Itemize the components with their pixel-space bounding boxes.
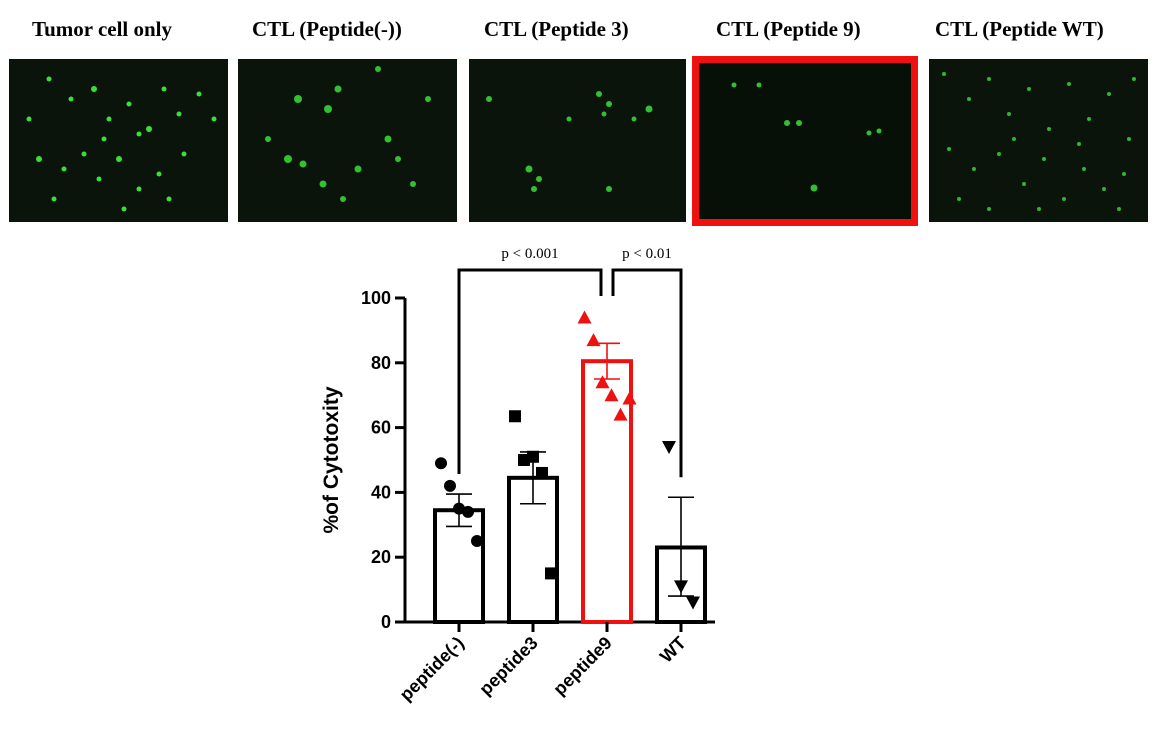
panel-title-peptide-neg: CTL (Peptide(-)) bbox=[252, 17, 402, 41]
x-tick-label: peptide9 bbox=[549, 633, 615, 699]
data-point-circle bbox=[471, 535, 483, 547]
micrograph-tumor-only bbox=[9, 59, 228, 222]
significance-label: p < 0.01 bbox=[622, 246, 672, 262]
y-tick-label: 60 bbox=[371, 418, 391, 438]
data-point-circle bbox=[435, 457, 447, 470]
panel-title-peptide3: CTL (Peptide 3) bbox=[484, 17, 629, 41]
data-point-triangle-down bbox=[662, 441, 676, 455]
micrograph-peptide9 bbox=[692, 56, 918, 226]
significance-label: p < 0.001 bbox=[501, 246, 558, 262]
micrograph-peptide-wt-cells bbox=[942, 72, 1136, 211]
data-point-square bbox=[527, 450, 539, 463]
x-tick-label: peptide3 bbox=[475, 633, 541, 699]
y-axis-title: %of Cytotoxity bbox=[320, 386, 343, 533]
data-point-triangle-down bbox=[674, 580, 688, 594]
micrograph-peptide9-cells bbox=[731, 82, 882, 192]
data-point-triangle-up bbox=[577, 310, 592, 324]
panel-title-peptide9: CTL (Peptide 9) bbox=[716, 17, 861, 41]
micrograph-peptide-neg bbox=[238, 59, 457, 222]
y-tick-label: 40 bbox=[371, 482, 391, 502]
data-point-triangle-up bbox=[622, 391, 637, 405]
data-point-triangle-down bbox=[686, 596, 700, 610]
data-point-triangle-up bbox=[595, 375, 610, 389]
data-point-circle bbox=[444, 479, 456, 492]
significance-bracket bbox=[611, 268, 683, 478]
data-point-triangle-up bbox=[604, 388, 619, 402]
significance-bracket bbox=[457, 268, 603, 475]
y-tick-label: 20 bbox=[371, 547, 391, 567]
micrograph-peptide-neg-cells bbox=[265, 66, 431, 202]
data-point-square bbox=[536, 466, 548, 479]
y-tick-label: 80 bbox=[371, 353, 391, 373]
data-point-triangle-up bbox=[586, 333, 601, 347]
data-point-square bbox=[509, 410, 521, 423]
data-point-circle bbox=[453, 502, 465, 515]
micrograph-peptide3 bbox=[469, 59, 686, 222]
y-tick-label: 0 bbox=[381, 612, 391, 632]
y-tick-label: 100 bbox=[361, 288, 391, 308]
data-point-triangle-up bbox=[613, 407, 628, 421]
panel-title-peptide-wt: CTL (Peptide WT) bbox=[935, 17, 1104, 41]
x-tick-label: peptide(-) bbox=[396, 633, 468, 705]
micrograph-peptide3-cells bbox=[486, 91, 653, 192]
micrograph-tumor-only-cells bbox=[26, 76, 217, 212]
data-point-circle bbox=[462, 505, 474, 518]
panel-title-tumor-only: Tumor cell only bbox=[32, 17, 173, 41]
micrograph-peptide-wt bbox=[929, 59, 1148, 222]
data-point-square bbox=[545, 567, 557, 580]
x-tick-label: WT bbox=[656, 633, 690, 667]
